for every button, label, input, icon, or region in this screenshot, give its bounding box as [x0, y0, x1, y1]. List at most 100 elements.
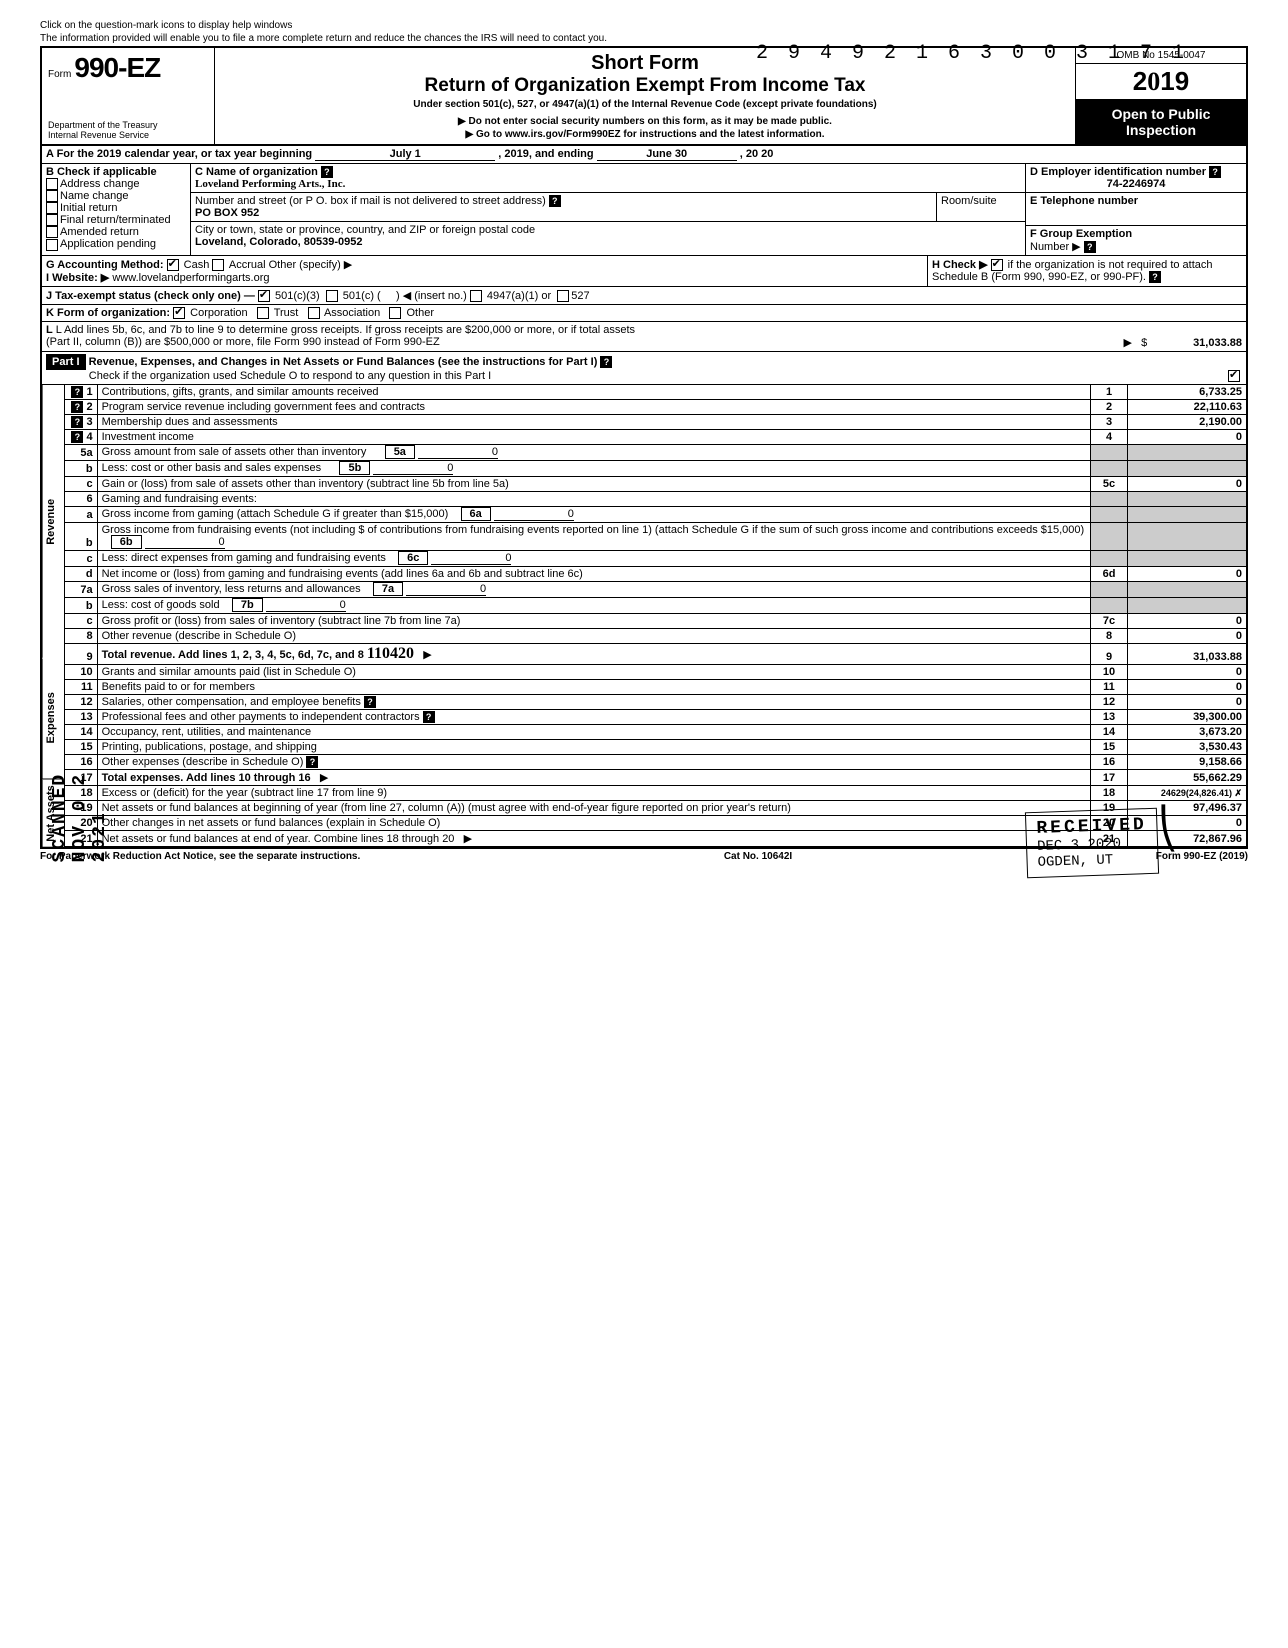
k-corp-checkbox[interactable]	[173, 307, 185, 319]
help-icon[interactable]: ?	[321, 166, 333, 178]
room-suite: Room/suite	[936, 193, 1025, 221]
open-line2: Inspection	[1078, 122, 1244, 138]
e-label: E Telephone number	[1030, 195, 1138, 207]
line-10: 10Grants and similar amounts paid (list …	[65, 665, 1246, 680]
help-icon[interactable]: ?	[71, 401, 83, 413]
header-left: Form 990-EZ Department of the Treasury I…	[42, 48, 215, 144]
h-label: H Check ▶	[932, 259, 988, 271]
line-13: 13Professional fees and other payments t…	[65, 710, 1246, 725]
line-9: 9Total revenue. Add lines 1, 2, 3, 4, 5c…	[65, 644, 1246, 665]
h-checkbox[interactable]	[991, 259, 1003, 271]
stamp-received: RECEIVED	[1036, 815, 1147, 839]
form-label: Form	[48, 69, 71, 80]
help-icon[interactable]: ?	[600, 356, 612, 368]
g-label: G Accounting Method:	[46, 259, 164, 271]
j-501c3-checkbox[interactable]	[258, 290, 270, 302]
line-6a: aGross income from gaming (attach Schedu…	[65, 507, 1246, 523]
org-name[interactable]: Loveland Performing Arts., Inc.	[195, 178, 345, 190]
line-j: J Tax-exempt status (check only one) — 5…	[40, 287, 1248, 305]
line-g-i: G Accounting Method: Cash Accrual Other …	[40, 256, 1248, 287]
section-b: B Check if applicable Address change Nam…	[42, 164, 191, 255]
subtitle-3: ▶ Go to www.irs.gov/Form990EZ for instru…	[223, 129, 1067, 140]
c-label: C Name of organization	[195, 166, 318, 178]
org-address[interactable]: PO BOX 952	[195, 207, 259, 219]
line-17: 17Total expenses. Add lines 10 through 1…	[65, 770, 1246, 786]
b-address-change[interactable]: Address change	[46, 178, 186, 190]
document-locator-number: 2 9 4 9 2 1 6 3 0 0 3 1 7 1	[756, 42, 1188, 65]
tax-year-begin[interactable]: July 1	[315, 148, 495, 161]
help-icon[interactable]: ?	[71, 431, 83, 443]
help-icon[interactable]: ?	[364, 696, 376, 708]
cash-checkbox[interactable]	[167, 259, 179, 271]
line-6d: dNet income or (loss) from gaming and fu…	[65, 567, 1246, 582]
line-a-mid: , 2019, and ending	[498, 148, 593, 160]
open-line1: Open to Public	[1078, 106, 1244, 122]
b-pending[interactable]: Application pending	[46, 238, 186, 250]
l-text2: (Part II, column (B)) are $500,000 or mo…	[46, 336, 440, 348]
line-k: K Form of organization: Corporation Trus…	[40, 305, 1248, 322]
line-6c: cLess: direct expenses from gaming and f…	[65, 551, 1246, 567]
help-icon[interactable]: ?	[1149, 271, 1161, 283]
line-5c: cGain or (loss) from sale of assets othe…	[65, 477, 1246, 492]
ein[interactable]: 74-2246974	[1030, 178, 1242, 190]
line-3: ? 3Membership dues and assessments32,190…	[65, 415, 1246, 430]
city-label: City or town, state or province, country…	[195, 224, 535, 236]
f-label2: Number ▶	[1030, 241, 1081, 253]
section-def: D Employer identification number ? 74-22…	[1026, 164, 1246, 255]
b-label: B Check if applicable	[46, 166, 186, 178]
b-name-change[interactable]: Name change	[46, 190, 186, 202]
tax-year-end[interactable]: June 30	[597, 148, 737, 161]
l-amount: 31,033.88	[1193, 337, 1242, 349]
handwritten-date: 110420	[367, 645, 414, 662]
help-icon[interactable]: ?	[549, 195, 561, 207]
help-icon[interactable]: ?	[423, 711, 435, 723]
line-18: 18Excess or (deficit) for the year (subt…	[65, 786, 1246, 801]
dept-treasury: Department of the Treasury Internal Reve…	[48, 120, 158, 140]
revenue-label: Revenue	[42, 385, 64, 658]
line-7a: 7aGross sales of inventory, less returns…	[65, 582, 1246, 598]
j-label: J Tax-exempt status (check only one) —	[46, 290, 255, 302]
j-4947-checkbox[interactable]	[470, 290, 482, 302]
j-527-checkbox[interactable]	[557, 290, 569, 302]
help-icon[interactable]: ?	[71, 386, 83, 398]
k-label: K Form of organization:	[46, 307, 170, 319]
schedule-o-checkbox[interactable]	[1228, 370, 1240, 382]
footer-mid: Cat No. 10642I	[724, 851, 792, 862]
k-assoc-checkbox[interactable]	[308, 307, 320, 319]
line-12: 12Salaries, other compensation, and empl…	[65, 695, 1246, 710]
help-icon[interactable]: ?	[1209, 166, 1221, 178]
lines-table: ? 1Contributions, gifts, grants, and sim…	[65, 385, 1246, 847]
part1-title: Revenue, Expenses, and Changes in Net As…	[89, 356, 598, 368]
part1-table: Revenue Expenses Net Assets ? 1Contribut…	[40, 385, 1248, 849]
b-final-return[interactable]: Final return/terminated	[46, 214, 186, 226]
line-a-label: A For the 2019 calendar year, or tax yea…	[46, 148, 312, 160]
subtitle-1: Under section 501(c), 527, or 4947(a)(1)…	[223, 99, 1067, 110]
help-icon[interactable]: ?	[71, 416, 83, 428]
j-501c-checkbox[interactable]	[326, 290, 338, 302]
scanned-stamp: SCANNED NOV 0 2 2021	[50, 740, 110, 862]
k-other-checkbox[interactable]	[389, 307, 401, 319]
line-7c: cGross profit or (loss) from sales of in…	[65, 614, 1246, 629]
b-amended[interactable]: Amended return	[46, 226, 186, 238]
footer-right: Form 990-EZ (2019)	[1156, 851, 1248, 862]
org-city[interactable]: Loveland, Colorado, 80539-0952	[195, 236, 363, 248]
part1-check-text: Check if the organization used Schedule …	[89, 370, 491, 382]
i-label: I Website: ▶	[46, 272, 109, 284]
help-icon[interactable]: ?	[306, 756, 318, 768]
b-initial-return[interactable]: Initial return	[46, 202, 186, 214]
help-icon[interactable]: ?	[1084, 241, 1096, 253]
line-7b: bLess: cost of goods sold 7b 0	[65, 598, 1246, 614]
line-5a: 5aGross amount from sale of assets other…	[65, 445, 1246, 461]
accrual-checkbox[interactable]	[212, 259, 224, 271]
line-6b: bGross income from fundraising events (n…	[65, 523, 1246, 551]
line-2: ? 2Program service revenue including gov…	[65, 400, 1246, 415]
line-6: 6Gaming and fundraising events:	[65, 492, 1246, 507]
website[interactable]: www.lovelandperformingarts.org	[112, 272, 269, 284]
line-14: 14Occupancy, rent, utilities, and mainte…	[65, 725, 1246, 740]
g-other: Other (specify) ▶	[269, 259, 353, 271]
k-trust-checkbox[interactable]	[257, 307, 269, 319]
line-8: 8Other revenue (describe in Schedule O)8…	[65, 629, 1246, 644]
line-4: ? 4Investment income40	[65, 430, 1246, 445]
part1-header: Part I Revenue, Expenses, and Changes in…	[40, 352, 1248, 385]
line-l: L L Add lines 5b, 6c, and 7b to line 9 t…	[40, 322, 1248, 352]
